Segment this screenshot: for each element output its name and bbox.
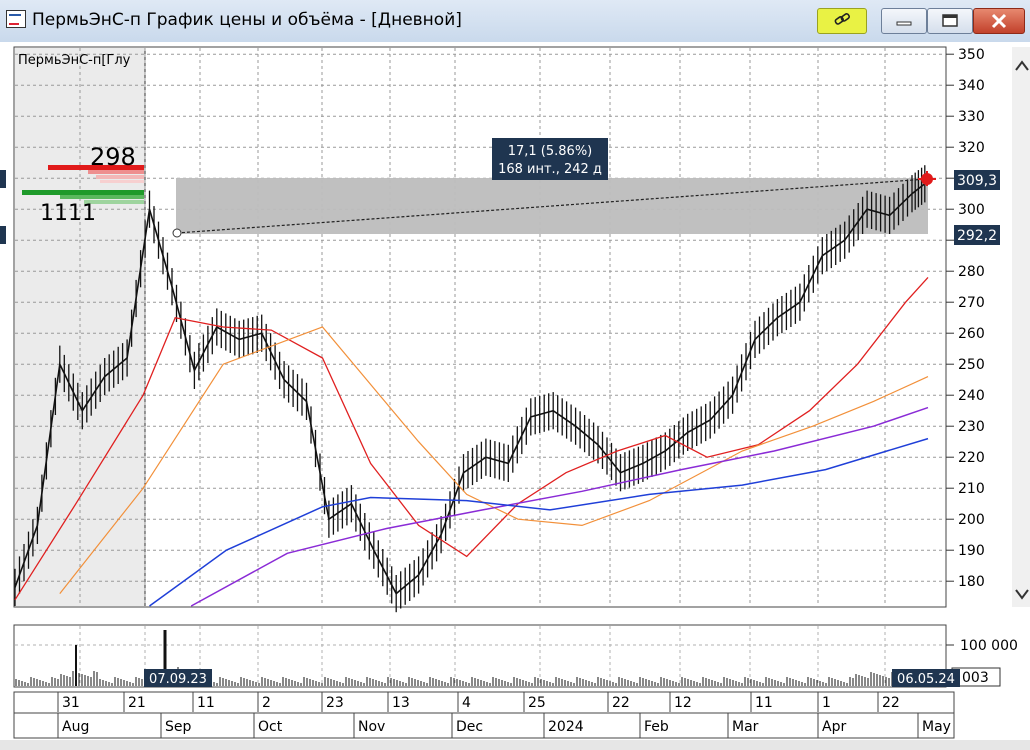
measure-line	[176, 178, 928, 234]
window-title: ПермьЭнС-п График цены и объёма - [Дневн…	[32, 10, 462, 30]
title-bar[interactable]: ПермьЭнС-п График цены и объёма - [Дневн…	[0, 0, 1030, 43]
dom-bid-value: 298	[90, 143, 136, 171]
chart-app-icon	[6, 10, 26, 28]
price-tick-label: 180	[958, 574, 985, 590]
ma-mid-line	[59, 326, 929, 594]
current-price-tag-label: 309,3	[957, 173, 997, 189]
month-label: Nov	[358, 719, 385, 735]
day-label: 2	[262, 695, 271, 711]
current-price-tag	[954, 170, 1000, 190]
dom-bid-bar	[100, 180, 144, 183]
month-label: Sep	[165, 719, 192, 735]
day-label: 23	[326, 695, 344, 711]
close-icon	[991, 13, 1007, 29]
lower-price-tag-label: 292,2	[957, 228, 997, 244]
day-label: 31	[62, 695, 80, 711]
month-label: Aug	[62, 719, 89, 735]
day-label: 25	[528, 695, 546, 711]
ma-slow-line	[190, 406, 929, 607]
link-button[interactable]	[817, 8, 867, 34]
price-tick-label: 250	[958, 357, 985, 373]
left-axis-ticks	[0, 170, 6, 244]
close-button[interactable]	[973, 8, 1025, 34]
day-label: 11	[755, 695, 773, 711]
maximize-icon	[942, 14, 958, 27]
ma-long-line	[149, 437, 929, 607]
month-label: May	[922, 719, 951, 735]
price-tick-label: 340	[958, 78, 985, 94]
range-label-box	[492, 138, 608, 180]
left-date-label: 07.09.23	[149, 672, 207, 687]
price-tick-label: 320	[958, 140, 985, 156]
instrument-label: ПермьЭнС-п[Глу	[18, 53, 131, 68]
price-volume-chart[interactable]: 298 1111 ПермьЭнС-п[Глу 17,1 (5.86%) 168…	[0, 42, 1030, 750]
month-label: Mar	[732, 719, 759, 735]
grid	[15, 48, 945, 606]
right-date-tag	[892, 669, 960, 687]
range-label-line2: 168 инт., 242 д	[498, 162, 602, 177]
dom-bid-bar	[96, 175, 144, 179]
price-tick-label: 210	[958, 481, 985, 497]
price-line	[14, 180, 929, 595]
day-label: 1	[822, 695, 831, 711]
day-label: 21	[128, 695, 146, 711]
dom-bid-bar	[48, 165, 144, 170]
depth-of-market	[22, 165, 144, 204]
date-axis[interactable]	[13, 691, 955, 739]
horizontal-scrollbar[interactable]	[0, 740, 1030, 750]
left-date-tag	[144, 669, 212, 687]
day-label: 12	[674, 695, 692, 711]
ma-fast-line	[14, 276, 929, 601]
right-date-label: 06.05.24	[897, 672, 955, 687]
month-label: Dec	[456, 719, 483, 735]
lower-price-tag	[954, 225, 1000, 245]
minimize-icon	[896, 21, 912, 26]
day-label: 22	[882, 695, 900, 711]
dom-ask-bar	[84, 200, 144, 204]
scroll-down-icon[interactable]	[1015, 589, 1029, 600]
marker-cross-icon	[918, 171, 936, 186]
month-label: 2024	[548, 719, 584, 735]
price-tick-label: 240	[958, 388, 985, 404]
price-tick-label: 270	[958, 295, 985, 311]
price-tick-label: 350	[958, 47, 985, 63]
vertical-scrollbar[interactable]	[1012, 47, 1030, 607]
price-tick-label: 300	[958, 202, 985, 218]
price-tick-label: 220	[958, 450, 985, 466]
price-tick-label: 330	[958, 109, 985, 125]
volume-axis-label-top: 100 000	[960, 638, 1018, 654]
day-label: 4	[462, 695, 471, 711]
month-label: Oct	[258, 719, 283, 735]
price-tick-label: 280	[958, 264, 985, 280]
minimize-button[interactable]	[881, 8, 927, 34]
price-tick-label: 190	[958, 543, 985, 559]
day-label: 13	[392, 695, 410, 711]
price-tick-label: 260	[958, 326, 985, 342]
day-label: 11	[197, 695, 215, 711]
price-pane-frame	[13, 46, 947, 608]
scroll-up-icon[interactable]	[1015, 60, 1029, 71]
dom-ask-value: 1111	[40, 201, 96, 226]
moving-averages	[14, 180, 929, 607]
measure-start-point[interactable]	[172, 228, 182, 238]
dom-ask-bar	[60, 195, 144, 199]
month-label: Apr	[822, 719, 846, 735]
volume-current-label: 003	[962, 670, 989, 686]
link-icon	[834, 13, 851, 25]
price-tick-label: 200	[958, 512, 985, 528]
day-label: 22	[612, 695, 630, 711]
price-tick-label: 230	[958, 419, 985, 435]
maximize-button[interactable]	[927, 8, 973, 34]
range-label-line1: 17,1 (5.86%)	[508, 144, 593, 159]
month-label: Feb	[644, 719, 669, 735]
dom-ask-bar	[22, 190, 144, 195]
dom-bid-bar	[88, 170, 144, 174]
